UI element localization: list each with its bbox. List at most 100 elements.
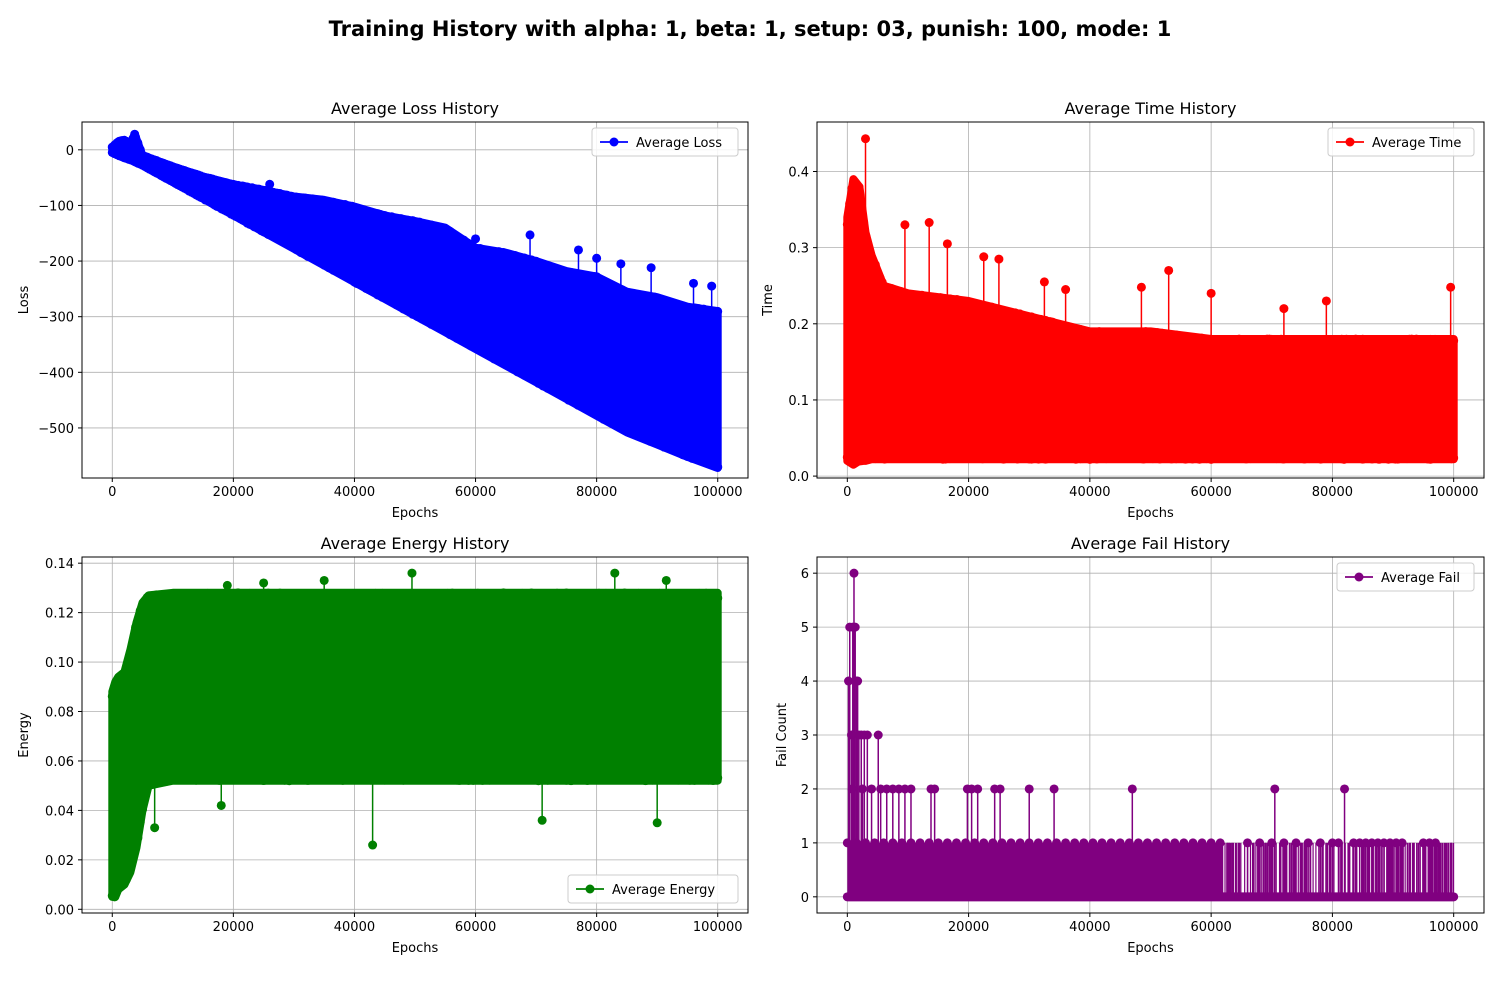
time-point (942, 239, 952, 249)
fail-point (1188, 838, 1198, 848)
time-point (870, 260, 880, 270)
time-xtick-label: 0 (843, 485, 851, 500)
fail-point (1303, 838, 1313, 848)
loss-point (592, 253, 602, 263)
time-point (863, 242, 873, 252)
energy-point (222, 580, 232, 590)
loss-point (713, 462, 723, 472)
energy-point (124, 655, 134, 665)
time-point (1279, 304, 1289, 314)
time-point (1446, 282, 1456, 292)
time-x-axis-label: Epochs (1127, 506, 1174, 521)
time-ytick-label: 0.4 (788, 165, 809, 180)
loss-point (265, 179, 275, 189)
energy-legend-label: Average Energy (612, 883, 715, 898)
fail-point (1079, 838, 1089, 848)
time-point (1449, 453, 1459, 463)
fail-ytick-label: 5 (801, 621, 809, 636)
energy-legend-marker (585, 884, 595, 894)
time-xtick-label: 80000 (1312, 485, 1353, 500)
time-ytick-label: 0.0 (788, 470, 809, 485)
loss-axes-frame (81, 121, 749, 479)
time-xtick-label: 20000 (948, 485, 989, 500)
energy-point (138, 804, 148, 814)
energy-legend-box (567, 874, 739, 904)
fail-point (1115, 838, 1125, 848)
loss-chart-title: Average Loss History (331, 99, 499, 118)
fail-chart-title: Average Fail History (1071, 534, 1230, 553)
fail-point (1049, 784, 1059, 794)
loss-xtick-label: 20000 (213, 485, 254, 500)
fail-legend-marker (1354, 572, 1364, 582)
fail-point (857, 784, 867, 794)
energy-point (121, 666, 131, 676)
fail-ytick-label: 0 (801, 891, 809, 906)
energy-point (135, 817, 145, 827)
energy-data (107, 568, 723, 902)
fail-point (1033, 838, 1043, 848)
fail-point (1267, 838, 1277, 848)
loss-xtick-label: 60000 (455, 485, 496, 500)
time-point (859, 217, 869, 227)
loss-xtick-label: 0 (108, 485, 116, 500)
loss-ytick-label: −300 (38, 311, 74, 326)
energy-point (133, 618, 143, 628)
loss-point (689, 278, 699, 288)
energy-point (126, 861, 136, 871)
time-point (861, 232, 871, 242)
loss-ytick-label: −400 (38, 366, 74, 381)
fail-point (930, 784, 940, 794)
energy-ytick-label: 0.06 (45, 755, 74, 770)
fail-point (1024, 784, 1034, 794)
fail-point (1197, 838, 1207, 848)
fail-ytick-label: 4 (801, 675, 809, 690)
loss-point (471, 234, 481, 244)
loss-ytick-label: −100 (38, 199, 74, 214)
energy-legend: Average Energy (567, 874, 739, 904)
fail-point (873, 730, 883, 740)
fail-legend-label: Average Fail (1381, 571, 1460, 586)
time-point (845, 199, 855, 209)
loss-xtick-label: 40000 (334, 485, 375, 500)
energy-ytick-label: 0.14 (45, 557, 74, 572)
energy-point (140, 790, 150, 800)
time-point (877, 277, 887, 287)
fail-point (1397, 838, 1407, 848)
time-point (1136, 282, 1146, 292)
fail-xtick-label: 100000 (1429, 920, 1479, 935)
energy-ytick-label: 0.08 (45, 706, 74, 721)
fail-point (1061, 838, 1071, 848)
fail-xtick-label: 20000 (948, 920, 989, 935)
energy-point (133, 833, 143, 843)
time-chart-title: Average Time History (1065, 99, 1237, 118)
energy-point (150, 823, 160, 833)
fail-point (1179, 838, 1189, 848)
energy-point (121, 875, 131, 885)
fail-point (1142, 838, 1152, 848)
energy-point (661, 575, 671, 585)
time-point (994, 254, 1004, 264)
time-point (866, 249, 876, 259)
fail-point (1333, 838, 1343, 848)
fail-point (1255, 838, 1265, 848)
loss-point (573, 245, 583, 255)
time-point (842, 219, 852, 229)
time-legend-box (1327, 127, 1475, 157)
time-xtick-label: 100000 (1429, 485, 1479, 500)
loss-legend-label: Average Loss (636, 136, 722, 151)
time-point (1206, 288, 1216, 298)
time-legend: Average Time (1327, 127, 1475, 157)
time-point (1449, 336, 1459, 346)
time-point (900, 220, 910, 230)
loss-point (380, 210, 390, 220)
figure-title: Training History with alpha: 1, beta: 1,… (329, 17, 1172, 41)
time-point (924, 218, 934, 228)
time-ytick-label: 0.2 (788, 318, 809, 333)
loss-point (707, 281, 717, 291)
fail-data (842, 568, 1459, 902)
energy-axes-frame (81, 556, 749, 914)
energy-xtick-label: 20000 (213, 920, 254, 935)
energy-point (131, 842, 141, 852)
energy-point (128, 853, 138, 863)
